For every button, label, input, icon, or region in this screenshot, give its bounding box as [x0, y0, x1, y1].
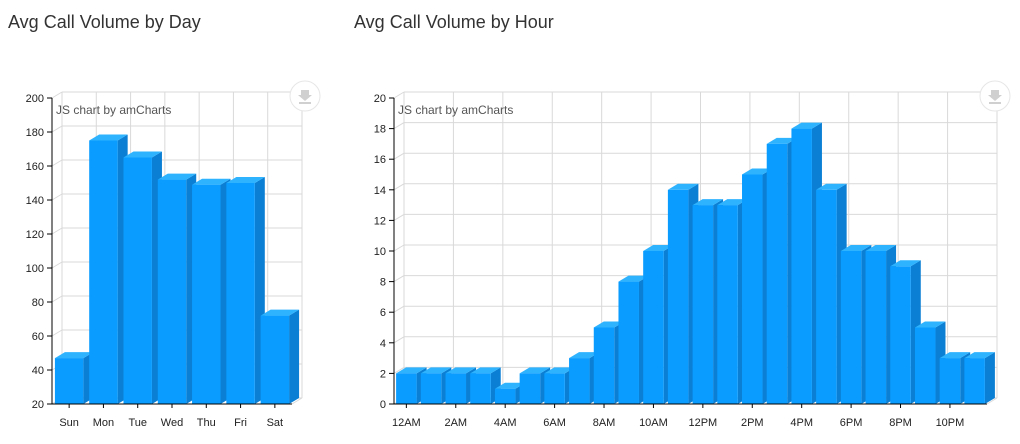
x-tick-label: Fri: [234, 417, 247, 429]
x-tick-label: 12PM: [688, 417, 717, 429]
bar-Thu: [192, 178, 231, 404]
y-tick-label: 20: [374, 93, 386, 105]
grid-line: [393, 183, 405, 191]
x-tick-label: 12AM: [392, 417, 421, 429]
bar-2AM: [445, 367, 477, 404]
bar-Tue: [123, 151, 162, 404]
y-tick-label: 0: [380, 399, 386, 411]
x-tick-label: 8PM: [889, 417, 912, 429]
grid-line: [51, 261, 63, 269]
y-tick-label: 12: [374, 215, 386, 227]
x-tick-label: Sat: [267, 417, 284, 429]
y-tick-label: 140: [26, 195, 44, 207]
grid-line: [393, 275, 405, 283]
y-tick-label: 4: [380, 338, 386, 350]
hour-chart-title: Avg Call Volume by Hour: [354, 12, 554, 32]
download-icon: [988, 90, 1002, 101]
grid-line: [986, 397, 998, 405]
grid-line: [393, 244, 405, 252]
x-tick-label: 10AM: [639, 417, 668, 429]
bar-1AM: [420, 367, 452, 404]
x-tick-label: 8AM: [593, 417, 616, 429]
day-export-button[interactable]: [289, 80, 321, 112]
grid-line: [393, 305, 405, 313]
grid-line: [51, 125, 63, 133]
grid-line: [393, 122, 405, 130]
x-tick-label: Tue: [128, 417, 147, 429]
grid-line: [51, 91, 63, 99]
day-chart-credit: JS chart by amCharts: [56, 103, 171, 117]
grid-line: [393, 91, 405, 99]
y-tick-label: 10: [374, 246, 386, 258]
hour-chart-panel: Avg Call Volume by Hour JS chart by amCh…: [340, 0, 1020, 444]
y-tick-label: 80: [32, 297, 44, 309]
x-tick-label: 4AM: [494, 417, 517, 429]
grid-line: [393, 213, 405, 221]
bar-Sun: [54, 352, 94, 404]
y-tick-label: 14: [374, 185, 386, 197]
hour-chart-credit: JS chart by amCharts: [398, 103, 513, 117]
y-tick-label: 120: [26, 229, 44, 241]
hour-export-button[interactable]: [979, 80, 1011, 112]
bar-Wed: [157, 173, 197, 404]
x-tick-label: Wed: [161, 417, 183, 429]
grid-line: [291, 397, 303, 405]
y-tick-label: 6: [380, 307, 386, 319]
y-tick-label: 60: [32, 331, 44, 343]
hour-chart: JS chart by amCharts 0 2 4 6 8 10 12 14 16 18 20 12A…: [374, 80, 1011, 429]
x-tick-label: Thu: [197, 417, 216, 429]
day-chart-panel: Avg Call Volume by Day JS chart by amCha…: [0, 0, 340, 444]
y-tick-label: 2: [380, 368, 386, 380]
grid-line: [51, 295, 63, 303]
y-tick-label: 20: [32, 399, 44, 411]
grid-line: [51, 159, 63, 167]
day-chart-title: Avg Call Volume by Day: [8, 12, 201, 32]
x-tick-label: 6PM: [840, 417, 863, 429]
grid-line: [393, 366, 405, 374]
y-tick-label: 160: [26, 161, 44, 173]
day-chart: JS chart by amCharts 20 40 60 80 100 120 140 160…: [26, 80, 321, 429]
bar-Fri: [226, 177, 265, 404]
y-tick-label: 200: [26, 93, 44, 105]
grid-line: [51, 329, 63, 337]
y-tick-label: 100: [26, 263, 44, 275]
bar-11PM: [964, 352, 995, 404]
y-tick-label: 16: [374, 154, 386, 166]
bar-3AM: [470, 367, 501, 404]
download-icon: [298, 90, 312, 101]
y-tick-label: 8: [380, 277, 386, 289]
y-tick-label: 180: [26, 127, 44, 139]
x-tick-label: Sun: [59, 417, 79, 429]
x-tick-label: 2PM: [741, 417, 764, 429]
x-tick-label: 2AM: [444, 417, 467, 429]
bar-Sat: [260, 309, 300, 404]
x-tick-label: 10PM: [936, 417, 965, 429]
x-tick-label: 6AM: [543, 417, 566, 429]
grid-line: [51, 227, 63, 235]
grid-line: [51, 193, 63, 201]
bar-Mon: [89, 134, 128, 404]
x-tick-label: Mon: [93, 417, 114, 429]
y-tick-label: 18: [374, 124, 386, 136]
y-tick-label: 40: [32, 365, 44, 377]
x-tick-label: 4PM: [790, 417, 813, 429]
grid-line: [393, 152, 405, 160]
grid-line: [393, 336, 405, 344]
